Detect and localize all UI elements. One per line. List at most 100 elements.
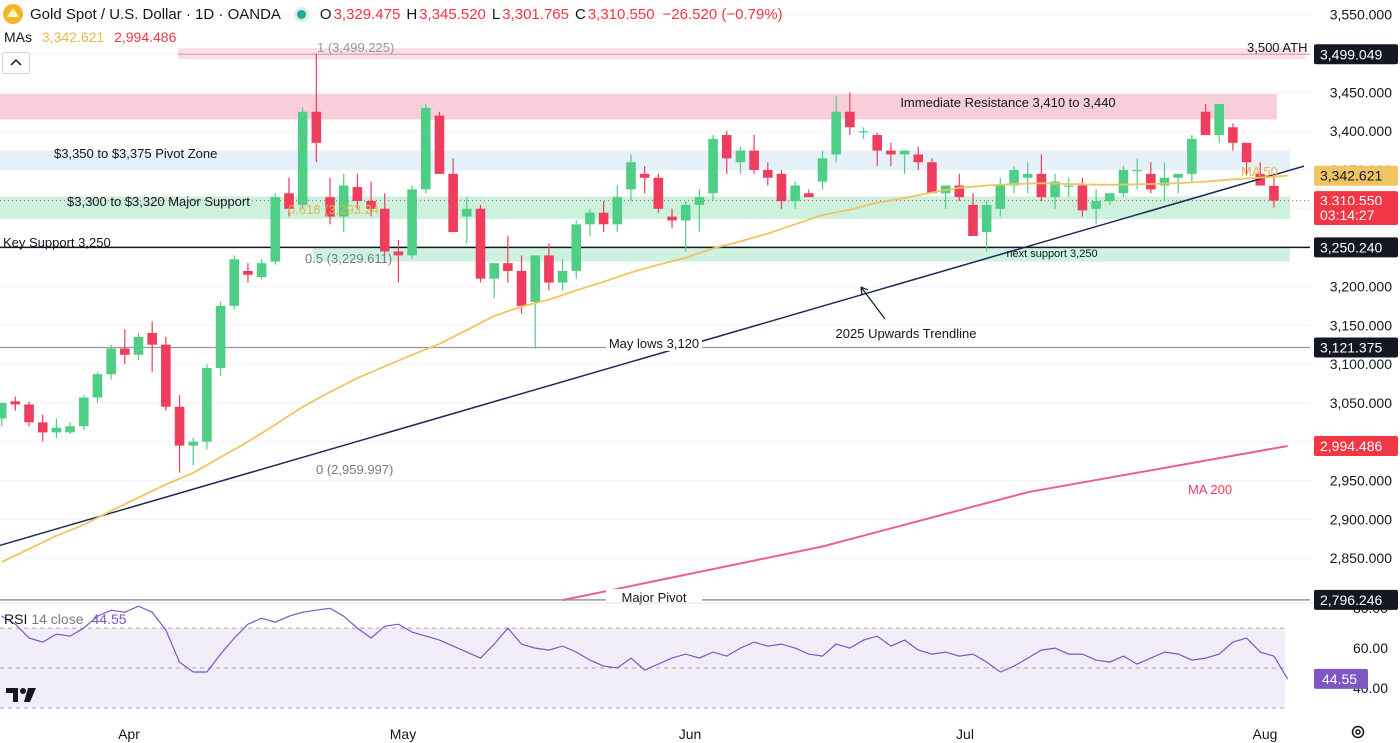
candle[interactable] <box>1255 173 1266 186</box>
candle[interactable] <box>229 259 240 306</box>
candle[interactable] <box>1022 173 1033 178</box>
candle[interactable] <box>913 154 924 163</box>
candle[interactable] <box>858 131 869 133</box>
candle[interactable] <box>24 404 34 423</box>
candle[interactable] <box>215 305 226 368</box>
candle[interactable] <box>0 402 7 419</box>
rsi-line[interactable] <box>1 605 1289 680</box>
candle[interactable] <box>845 111 855 128</box>
candle[interactable] <box>311 111 322 143</box>
candle[interactable] <box>694 197 705 205</box>
trendline[interactable] <box>0 165 1305 549</box>
candle[interactable] <box>1159 177 1170 186</box>
chart-annotation[interactable]: $3,300 to $3,320 Major Support <box>67 194 250 209</box>
fib-level-label[interactable]: 0 (2,959.997) <box>316 462 393 477</box>
candle[interactable] <box>762 169 773 178</box>
candle[interactable] <box>106 348 116 375</box>
candle[interactable] <box>284 193 294 209</box>
candle[interactable] <box>1187 138 1197 174</box>
chart-annotation[interactable]: Key Support 3,250 <box>3 235 111 250</box>
candle[interactable] <box>1132 169 1142 172</box>
candle[interactable] <box>612 197 623 225</box>
candle[interactable] <box>352 187 363 202</box>
candle[interactable] <box>1104 193 1115 202</box>
candle[interactable] <box>489 263 499 279</box>
fib-level-label[interactable]: 0.5 (3,229.611) <box>305 251 392 266</box>
candle[interactable] <box>1091 201 1101 209</box>
candle[interactable] <box>420 107 431 190</box>
candle[interactable] <box>161 344 171 407</box>
candle[interactable] <box>10 401 21 405</box>
symbol-title[interactable]: Gold Spot / U.S. Dollar · 1D · OANDA <box>30 5 281 23</box>
ma50-line[interactable] <box>1 174 1288 563</box>
candle[interactable] <box>1200 111 1211 136</box>
price-tag[interactable] <box>1314 44 1398 65</box>
candle[interactable] <box>530 255 541 302</box>
candle[interactable] <box>817 158 828 182</box>
chart-annotation[interactable]: Major Pivot <box>621 590 686 605</box>
candle[interactable] <box>434 115 445 174</box>
candle[interactable] <box>256 263 267 278</box>
price-tag[interactable] <box>1314 589 1398 610</box>
candle[interactable] <box>325 197 335 217</box>
chart-annotation[interactable]: Immediate Resistance 3,410 to 3,440 <box>900 95 1115 110</box>
price-tag[interactable] <box>1314 436 1398 457</box>
candle[interactable] <box>776 173 787 202</box>
candle[interactable] <box>557 270 568 283</box>
candle[interactable] <box>721 135 732 159</box>
candle[interactable] <box>407 189 417 256</box>
candle[interactable] <box>51 427 62 433</box>
candle[interactable] <box>626 162 636 190</box>
candle[interactable] <box>65 426 75 433</box>
chart-annotation[interactable]: 3,500 ATH <box>1247 40 1307 55</box>
candle[interactable] <box>92 374 103 398</box>
candle[interactable] <box>708 138 718 194</box>
candle[interactable] <box>995 185 1006 209</box>
candle[interactable] <box>1228 127 1238 143</box>
candle[interactable] <box>147 333 157 345</box>
candle[interactable] <box>202 367 212 442</box>
price-zone[interactable] <box>0 93 1277 120</box>
candle[interactable] <box>968 204 978 236</box>
candle[interactable] <box>598 212 609 225</box>
candle[interactable] <box>133 336 144 355</box>
candle[interactable] <box>297 111 308 205</box>
candle[interactable] <box>653 177 664 209</box>
candle[interactable] <box>749 150 759 170</box>
candle[interactable] <box>1063 185 1074 187</box>
candle[interactable] <box>804 193 814 198</box>
candle[interactable] <box>516 270 527 306</box>
candle[interactable] <box>1077 185 1088 211</box>
candle[interactable] <box>462 208 472 217</box>
candle[interactable] <box>270 197 281 262</box>
ma-legend[interactable]: MAs 3,342.621 2,994.486 <box>4 29 176 45</box>
candle[interactable] <box>37 422 48 433</box>
price-tag[interactable] <box>1314 337 1398 358</box>
candle[interactable] <box>1269 185 1279 201</box>
candle[interactable] <box>1173 173 1183 178</box>
candle[interactable] <box>639 173 650 178</box>
fib-level-label[interactable]: 1 (3,499.225) <box>317 40 394 55</box>
candle[interactable] <box>379 208 390 252</box>
candle[interactable] <box>338 185 349 217</box>
candle[interactable] <box>393 251 404 256</box>
candle[interactable] <box>1214 103 1225 136</box>
rsi-legend[interactable]: RSI 14 close 44.55 <box>4 611 127 627</box>
candle[interactable] <box>78 397 89 427</box>
candle[interactable] <box>1036 173 1047 198</box>
candle[interactable] <box>174 406 185 446</box>
chart-annotation[interactable]: 2025 Upwards Trendline <box>836 326 977 341</box>
candle[interactable] <box>872 135 883 151</box>
candle[interactable] <box>927 162 937 194</box>
candle[interactable] <box>503 263 513 271</box>
candle[interactable] <box>1050 181 1060 198</box>
chart-annotation[interactable]: $3,350 to $3,375 Pivot Zone <box>54 146 217 161</box>
price-tag[interactable] <box>1314 237 1398 258</box>
candle[interactable] <box>667 216 677 221</box>
gear-icon[interactable] <box>1350 724 1366 740</box>
candle[interactable] <box>1146 173 1156 190</box>
price-zone[interactable] <box>178 48 1305 59</box>
candle[interactable] <box>448 173 458 233</box>
candle[interactable] <box>544 255 554 283</box>
